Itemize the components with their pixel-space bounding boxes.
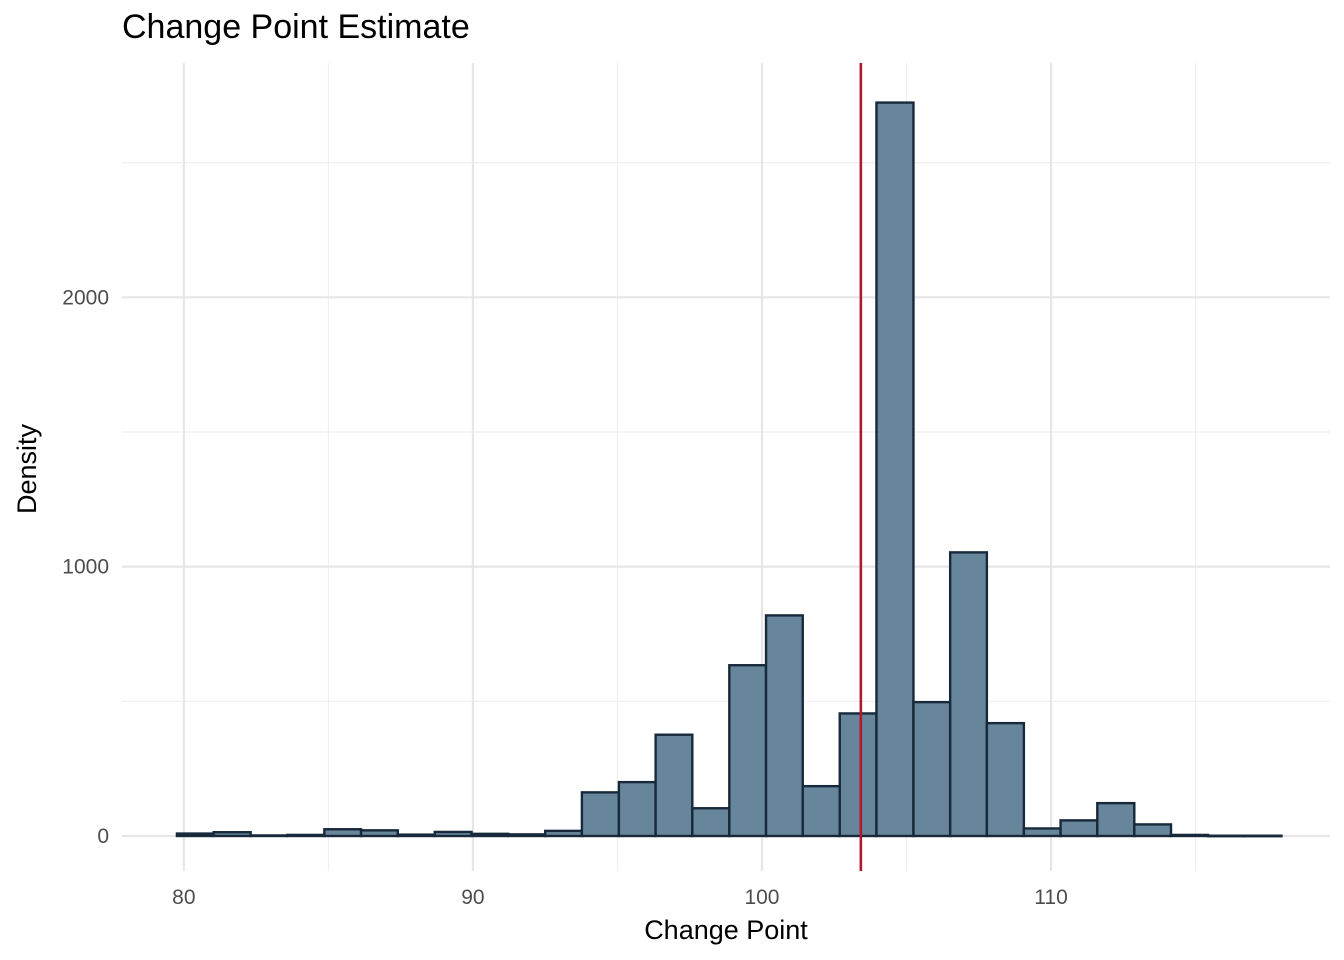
histogram-bar bbox=[728, 664, 768, 838]
x-tick-label: 100 bbox=[744, 886, 779, 909]
histogram-bar bbox=[323, 828, 363, 838]
y-axis-title: Density bbox=[12, 423, 42, 514]
y-tick-label: 1000 bbox=[62, 556, 109, 579]
histogram-bar bbox=[1096, 801, 1136, 838]
histogram-bar bbox=[617, 780, 657, 838]
axis-ticks: 80 90 100 110 0 1000 2000 bbox=[62, 286, 1068, 909]
histogram-bar bbox=[875, 101, 915, 838]
histogram-bar bbox=[249, 834, 289, 838]
y-tick-label: 0 bbox=[97, 825, 109, 848]
histogram-bar bbox=[286, 833, 326, 838]
histogram-bar bbox=[175, 832, 215, 838]
x-tick-label: 90 bbox=[461, 886, 484, 909]
histogram-bar bbox=[1243, 834, 1283, 838]
histogram-bar bbox=[1169, 833, 1210, 838]
histogram-bar bbox=[212, 831, 252, 838]
histogram-bar bbox=[396, 833, 436, 838]
histogram-bar bbox=[1022, 827, 1062, 838]
histogram-bar bbox=[433, 830, 473, 838]
histogram-bar bbox=[654, 733, 694, 838]
grid-lines bbox=[122, 63, 1330, 871]
histogram-bar bbox=[580, 791, 621, 838]
histogram-bar bbox=[691, 807, 731, 838]
chart-title: Change Point Estimate bbox=[122, 8, 470, 46]
histogram-bar bbox=[764, 614, 804, 838]
histogram-bar bbox=[506, 833, 547, 838]
x-axis-title: Change Point bbox=[644, 915, 808, 945]
histogram-bar bbox=[948, 551, 989, 838]
histogram-bar bbox=[838, 712, 878, 838]
histogram-bar bbox=[985, 721, 1026, 838]
x-tick-label: 80 bbox=[172, 886, 195, 909]
histogram-bar bbox=[543, 829, 584, 838]
x-tick-label: 110 bbox=[1034, 886, 1067, 909]
histogram-bar bbox=[1059, 819, 1099, 838]
histogram-bar bbox=[1133, 823, 1173, 838]
histogram-bar bbox=[359, 829, 399, 838]
histogram-bar bbox=[912, 700, 952, 838]
histogram-bar bbox=[470, 832, 510, 838]
y-tick-label: 2000 bbox=[62, 286, 109, 309]
histogram-bars bbox=[175, 101, 1283, 838]
histogram-bar bbox=[801, 784, 841, 838]
histogram-bar bbox=[1206, 834, 1246, 838]
